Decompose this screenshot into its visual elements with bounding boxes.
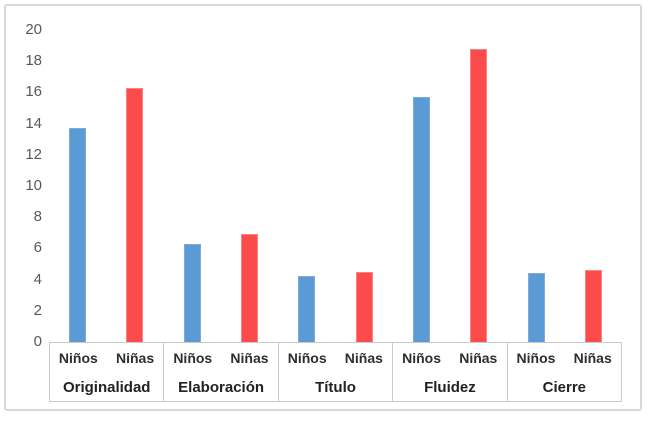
category-label-row-elaboracion: Elaboración — [164, 373, 277, 401]
category-label-row-titulo: Título — [279, 373, 392, 401]
y-tick-label-2: 2 — [33, 301, 42, 319]
series-label-row-elaboracion: Niños Niñas — [164, 343, 277, 373]
bar-group-elaboracion — [164, 30, 279, 342]
y-tick-label-12: 12 — [25, 145, 42, 163]
bar-ninas-fluidez — [470, 48, 488, 342]
y-tick-label-4: 4 — [33, 270, 42, 288]
y-axis: 0 2 4 6 8 10 12 14 16 18 20 — [0, 0, 44, 421]
bar-ninos-originalidad — [69, 128, 87, 342]
series-label-ninas-elaboracion: Niñas — [230, 350, 269, 366]
bar-slot-ninas-cierre — [565, 30, 622, 342]
y-tick-label-6: 6 — [33, 239, 42, 257]
bar-group-titulo — [278, 30, 393, 342]
x-cell-elaboracion: Niños Niñas Elaboración — [163, 343, 277, 401]
x-cell-originalidad: Niños Niñas Originalidad — [50, 343, 163, 401]
series-label-ninas-cierre: Niñas — [573, 350, 612, 366]
y-tick-label-14: 14 — [25, 114, 42, 132]
y-tick-label-18: 18 — [25, 52, 42, 70]
category-label-originalidad: Originalidad — [62, 378, 151, 396]
bar-slot-ninas-elaboracion — [221, 30, 278, 342]
series-label-ninos-cierre: Niños — [516, 350, 556, 366]
bar-slot-ninos-cierre — [507, 30, 564, 342]
y-tick-label-16: 16 — [25, 83, 42, 101]
series-label-ninos-originalidad: Niños — [58, 350, 98, 366]
bar-slot-ninas-titulo — [335, 30, 392, 342]
bar-group-originalidad — [49, 30, 164, 342]
series-label-ninos-titulo: Niños — [287, 350, 327, 366]
category-label-fluidez: Fluidez — [424, 378, 476, 396]
series-label-row-cierre: Niños Niñas — [508, 343, 621, 373]
y-tick-label-10: 10 — [25, 177, 42, 194]
bar-ninas-titulo — [355, 271, 373, 342]
category-label-elaboracion: Elaboración — [178, 378, 265, 396]
chart-frame-border — [4, 4, 642, 411]
bar-ninas-cierre — [584, 270, 602, 342]
category-label-row-fluidez: Fluidez — [393, 373, 506, 401]
x-axis-label-table: Niños Niñas Originalidad Niños Niñas Elaborac… — [49, 342, 622, 402]
category-label-row-originalidad: Originalidad — [50, 373, 163, 401]
category-label-row-cierre: Cierre — [508, 373, 621, 401]
bar-ninos-fluidez — [412, 97, 430, 342]
x-cell-fluidez: Niños Niñas Fluidez — [392, 343, 506, 401]
y-tick-label-0: 0 — [33, 333, 42, 350]
bar-slot-ninos-elaboracion — [164, 30, 221, 342]
bar-slot-ninas-fluidez — [450, 30, 507, 342]
series-label-row-originalidad: Niños Niñas — [50, 343, 163, 373]
series-label-row-fluidez: Niños Niñas — [393, 343, 506, 373]
bar-slot-ninos-fluidez — [393, 30, 450, 342]
bar-ninas-elaboracion — [241, 234, 259, 342]
y-tick-label-8: 8 — [33, 208, 42, 226]
series-label-ninos-elaboracion: Niños — [173, 350, 213, 366]
bar-ninos-titulo — [298, 276, 316, 342]
bar-slot-ninas-originalidad — [106, 30, 163, 342]
bar-slot-ninos-originalidad — [49, 30, 106, 342]
series-label-ninas-originalidad: Niñas — [115, 350, 155, 366]
category-label-titulo: Título — [315, 378, 356, 396]
bar-slot-ninos-titulo — [278, 30, 335, 342]
x-cell-cierre: Niños Niñas Cierre — [506, 343, 621, 401]
bar-ninos-elaboracion — [183, 243, 201, 342]
bar-group-fluidez — [393, 30, 508, 342]
bar-group-cierre — [507, 30, 622, 342]
y-tick-label-20: 20 — [25, 21, 42, 38]
series-label-ninas-titulo: Niñas — [344, 350, 383, 366]
bar-ninos-cierre — [527, 273, 545, 342]
series-label-row-titulo: Niños Niñas — [279, 343, 392, 373]
series-label-ninos-fluidez: Niños — [402, 350, 442, 366]
bar-ninas-originalidad — [126, 87, 144, 342]
category-label-cierre: Cierre — [542, 378, 586, 396]
plot-area — [49, 30, 622, 342]
x-cell-titulo: Niños Niñas Título — [277, 343, 392, 401]
series-label-ninas-fluidez: Niñas — [459, 350, 498, 366]
